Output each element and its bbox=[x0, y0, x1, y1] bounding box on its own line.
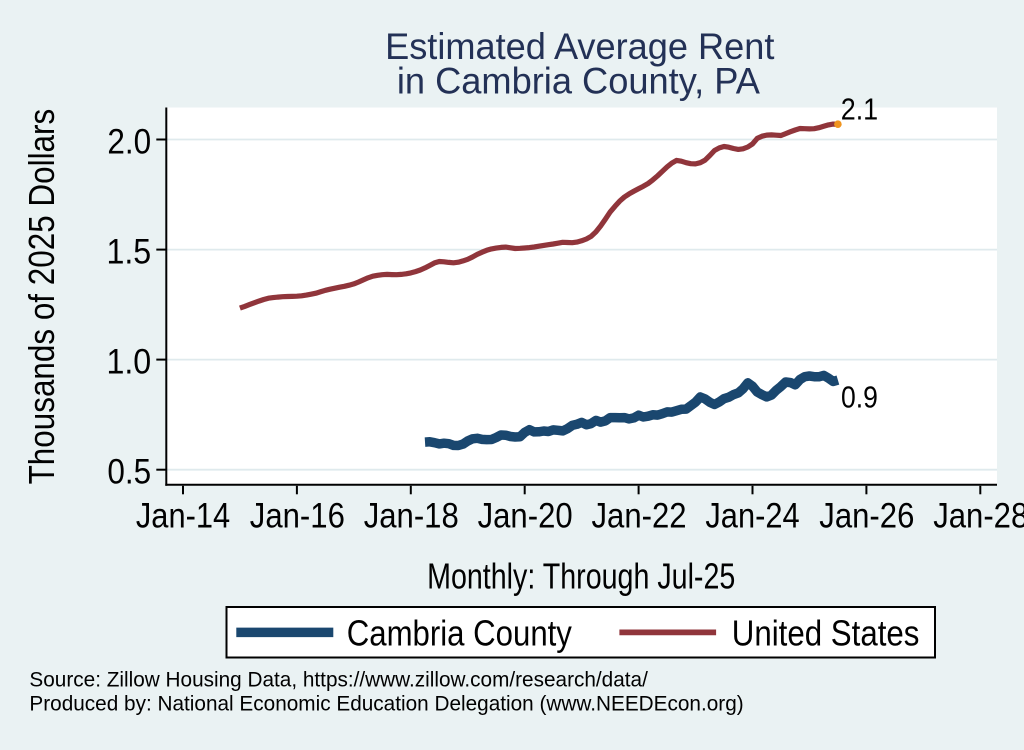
svg-text:1.5: 1.5 bbox=[106, 233, 151, 272]
svg-text:Estimated Average Rent: Estimated Average Rent bbox=[385, 25, 774, 66]
svg-text:Jan-24: Jan-24 bbox=[705, 496, 799, 535]
svg-text:Jan-28: Jan-28 bbox=[933, 497, 1024, 536]
svg-text:2.1: 2.1 bbox=[841, 93, 878, 127]
svg-text:1.0: 1.0 bbox=[106, 343, 151, 382]
svg-text:Jan-20: Jan-20 bbox=[478, 497, 573, 536]
svg-text:0.5: 0.5 bbox=[107, 453, 151, 492]
svg-text:Jan-16: Jan-16 bbox=[250, 497, 345, 536]
svg-text:Cambria County: Cambria County bbox=[347, 614, 572, 654]
svg-text:Jan-14: Jan-14 bbox=[136, 496, 230, 535]
svg-text:Jan-26: Jan-26 bbox=[819, 497, 914, 536]
svg-text:Jan-18: Jan-18 bbox=[364, 497, 459, 536]
svg-text:Monthly: Through Jul-25: Monthly: Through Jul-25 bbox=[427, 556, 735, 596]
svg-text:Produced by: National Economic: Produced by: National Economic Education… bbox=[29, 692, 743, 715]
svg-text:United States: United States bbox=[732, 613, 920, 654]
svg-text:Thousands of 2025 Dollars: Thousands of 2025 Dollars bbox=[22, 109, 62, 485]
svg-text:2.0: 2.0 bbox=[107, 123, 151, 162]
svg-text:Source: Zillow Housing Data, h: Source: Zillow Housing Data, https://www… bbox=[29, 669, 648, 692]
svg-text:in Cambria County, PA: in Cambria County, PA bbox=[397, 60, 761, 101]
svg-text:Jan-22: Jan-22 bbox=[592, 497, 687, 536]
svg-text:0.9: 0.9 bbox=[841, 380, 878, 414]
